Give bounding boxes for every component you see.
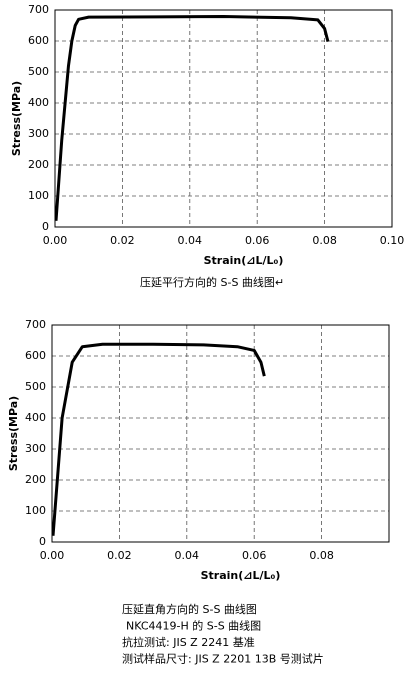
x-tick-label: 0.00 xyxy=(40,549,65,562)
y-tick-label: 600 xyxy=(25,349,46,362)
y-tick-label: 700 xyxy=(25,318,46,331)
x-tick-label: 0.06 xyxy=(245,234,270,247)
x-tick-label: 0.06 xyxy=(242,549,267,562)
x-axis-label: Strain(⊿L/L₀) xyxy=(201,569,281,582)
y-tick-label: 300 xyxy=(25,442,46,455)
y-tick-label: 300 xyxy=(28,127,49,140)
x-tick-label: 0.08 xyxy=(312,234,337,247)
y-axis-label: Stress(MPa) xyxy=(10,81,23,156)
caption: 抗拉测试: JIS Z 2241 基准 xyxy=(122,635,255,649)
x-tick-label: 0.02 xyxy=(110,234,135,247)
y-tick-label: 0 xyxy=(42,220,49,233)
y-tick-label: 100 xyxy=(28,189,49,202)
y-axis-label: Stress(MPa) xyxy=(7,396,20,471)
y-tick-label: 0 xyxy=(39,535,46,548)
y-tick-label: 100 xyxy=(25,504,46,517)
y-tick-label: 400 xyxy=(25,411,46,424)
x-tick-label: 0.02 xyxy=(107,549,132,562)
stress-strain-curve xyxy=(54,15,330,221)
plot-frame xyxy=(51,324,390,543)
x-tick-label: 0.00 xyxy=(43,234,68,247)
x-tick-label: 0.04 xyxy=(175,549,200,562)
caption: NKC4419-H 的 S-S 曲线图 xyxy=(126,619,261,633)
y-tick-label: 500 xyxy=(28,65,49,78)
y-tick-label: 400 xyxy=(28,96,49,109)
y-tick-label: 600 xyxy=(28,34,49,47)
stress-strain-curve xyxy=(51,342,266,536)
caption: 压延平行方向的 S-S 曲线图↵ xyxy=(140,275,284,289)
plot-frame xyxy=(54,9,393,228)
caption: 压延直角方向的 S-S 曲线图 xyxy=(122,602,257,616)
caption: 测试样品尺寸: JIS Z 2201 13B 号测试片 xyxy=(122,652,324,666)
x-tick-label: 0.04 xyxy=(178,234,203,247)
y-tick-label: 200 xyxy=(28,158,49,171)
y-tick-label: 700 xyxy=(28,3,49,16)
y-tick-label: 500 xyxy=(25,380,46,393)
x-axis-label: Strain(⊿L/L₀) xyxy=(204,254,284,267)
x-tick-label: 0.10 xyxy=(380,234,405,247)
y-tick-label: 200 xyxy=(25,473,46,486)
x-tick-label: 0.08 xyxy=(309,549,334,562)
